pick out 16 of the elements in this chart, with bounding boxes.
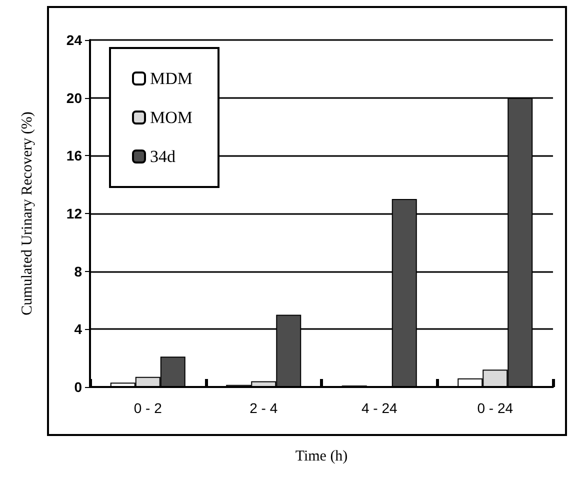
y-tick-label: 0 [74,379,82,395]
legend-label: MDM [150,69,193,88]
x-tick-label: 2 - 4 [250,400,278,416]
y-tick-label: 16 [66,148,82,164]
y-tick-label: 20 [66,90,82,106]
x-tick-label: 4 - 24 [361,400,398,416]
y-tick-label: 4 [74,321,82,338]
x-tick-label: 0 - 24 [477,400,514,416]
legend-label: MOM [150,108,193,127]
legend-label: 34d [150,147,176,166]
x-axis-title: Time (h) [295,448,348,464]
y-axis-title: Cumulated Urinary Recovery (%) [20,112,36,316]
y-tick-label: 24 [66,32,82,48]
y-tick-label: 8 [74,263,82,280]
y-tick-label: 12 [66,206,82,222]
x-tick-label: 0 - 2 [134,400,162,416]
